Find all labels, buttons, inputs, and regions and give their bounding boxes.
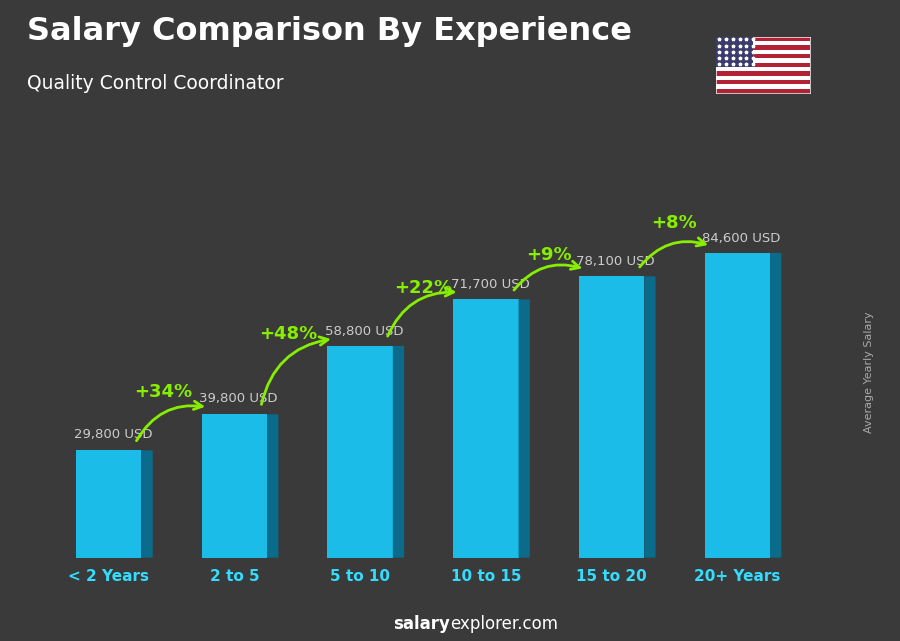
Text: Average Yearly Salary: Average Yearly Salary [863,311,874,433]
Text: +9%: +9% [526,246,572,264]
Polygon shape [141,451,153,558]
Text: explorer.com: explorer.com [450,615,558,633]
Bar [454,299,518,558]
Text: 71,700 USD: 71,700 USD [451,278,529,292]
Bar [705,253,770,558]
Bar [76,451,141,558]
Bar [716,37,810,41]
Bar [716,88,810,93]
Text: 39,800 USD: 39,800 USD [199,392,278,405]
Bar [716,49,810,54]
Bar [716,41,810,46]
Text: +34%: +34% [134,383,192,401]
Text: +48%: +48% [259,326,318,344]
Polygon shape [392,346,404,558]
Polygon shape [267,414,278,558]
Text: 78,100 USD: 78,100 USD [576,256,655,269]
Bar [716,67,810,71]
Bar [716,58,810,63]
Bar [716,63,810,67]
Text: +8%: +8% [652,213,698,231]
Text: salary: salary [393,615,450,633]
Text: Quality Control Coordinator: Quality Control Coordinator [27,74,284,93]
Polygon shape [644,276,655,558]
Text: Salary Comparison By Experience: Salary Comparison By Experience [27,16,632,47]
Bar [328,346,392,558]
Text: 58,800 USD: 58,800 USD [325,325,403,338]
Bar [579,276,644,558]
Polygon shape [770,253,781,558]
Bar [716,37,753,67]
Bar [716,76,810,80]
Bar [716,54,810,58]
Bar [716,71,810,76]
Bar [716,80,810,84]
Polygon shape [518,299,530,558]
Text: +22%: +22% [394,279,452,297]
Bar [716,46,810,49]
Bar [716,84,810,88]
Text: 84,600 USD: 84,600 USD [702,232,780,245]
Text: 29,800 USD: 29,800 USD [74,428,152,442]
Bar [202,414,267,558]
